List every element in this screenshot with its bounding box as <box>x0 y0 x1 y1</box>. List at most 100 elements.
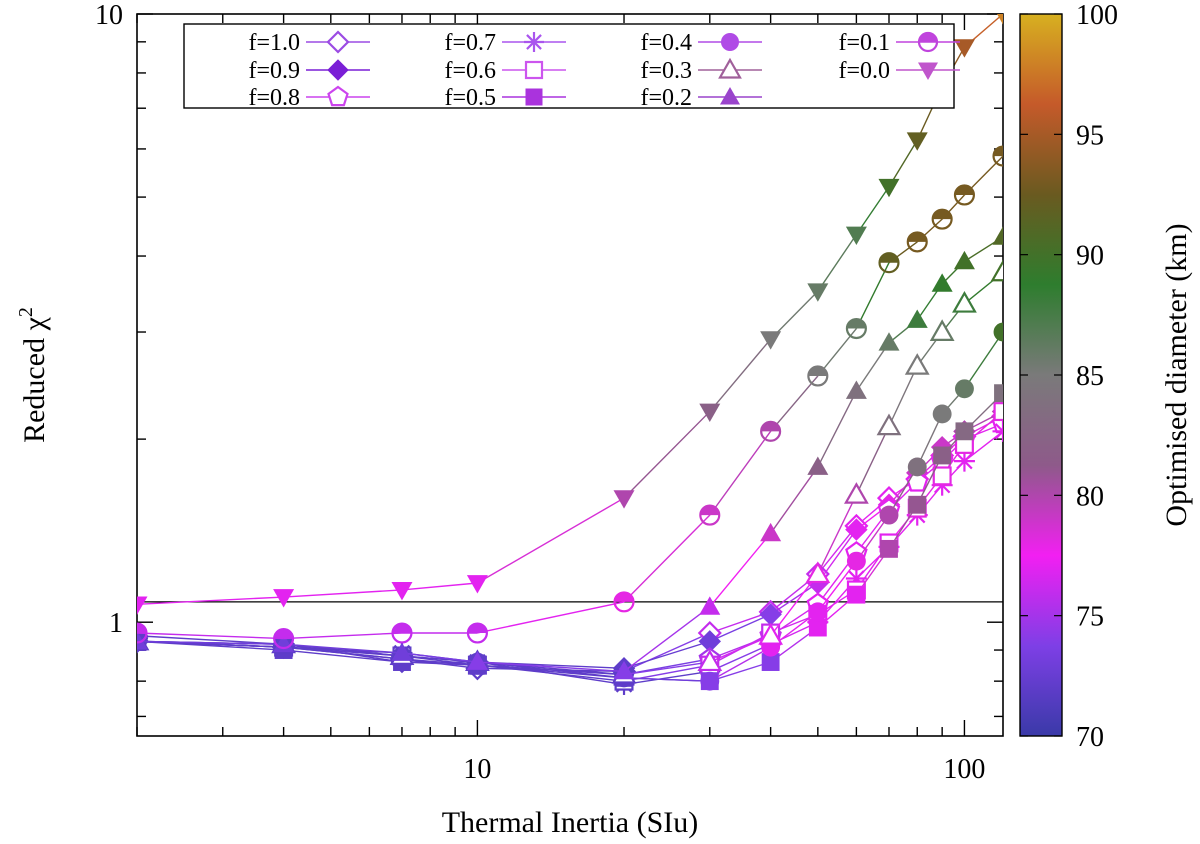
marker-star <box>524 32 544 52</box>
marker-circle-filled <box>954 379 974 399</box>
series-line-segment <box>770 375 819 432</box>
marker-star-stroke <box>994 429 1003 440</box>
marker-circle-half <box>699 504 721 526</box>
legend-label: f=0.7 <box>444 30 496 56</box>
marker-triangle-down-filled <box>918 62 938 80</box>
legend: f=1.0f=0.9f=0.8 f=0.7f=0.6f=0.5 f=0.4f=0.3… <box>183 23 960 111</box>
marker-pentagon-open <box>327 85 349 107</box>
marker-triangle-down-filled <box>906 132 928 151</box>
series-line-segment <box>477 497 625 584</box>
series-line-segment <box>709 635 771 663</box>
series-line-segment <box>770 582 819 615</box>
marker-triangle-open <box>843 482 869 504</box>
series-line-segment <box>623 640 710 669</box>
series-line-segment <box>137 640 284 651</box>
x-tick-labels: 10 100 <box>463 754 985 785</box>
marker-circle-half-top <box>137 623 147 633</box>
marker-triangle-open <box>904 353 930 375</box>
series-line-segment <box>817 494 858 575</box>
marker-triangle-open <box>805 561 831 584</box>
colorbar-tick-label: 90 <box>1076 241 1104 272</box>
x-tick-label: 100 <box>943 754 985 785</box>
colorbar-tick-label: 75 <box>1076 602 1104 633</box>
marker-circle-half <box>760 420 782 442</box>
marker-circle-half-ring <box>845 317 867 340</box>
series-line-segment <box>623 670 710 686</box>
marker-triangle-filled <box>845 380 867 399</box>
x-axis-label: Thermal Inertia (SIu) <box>442 806 699 839</box>
marker-triangle-open <box>952 290 977 313</box>
marker-triangle-down-filled <box>807 283 829 302</box>
marker-triangle-filled <box>906 309 928 328</box>
marker-circle-half <box>845 317 867 340</box>
series-line-segment <box>477 661 625 673</box>
marker-triangle-down-filled <box>997 14 1003 25</box>
marker-circle-half-ring <box>273 628 295 650</box>
marker-square-open <box>993 402 1003 422</box>
marker-circle-half-ring <box>906 231 928 253</box>
series-line-segment <box>283 589 403 598</box>
legend-label: f=0.5 <box>444 85 496 111</box>
marker-circle-half <box>906 231 928 253</box>
colorbar-tick-label: 85 <box>1076 361 1104 392</box>
y-tick-label: 1 <box>109 608 123 639</box>
marker-circle-half-ring <box>466 622 488 644</box>
legend-label: f=0.1 <box>838 30 890 56</box>
marker-circle-half-ring <box>699 504 721 526</box>
axis-ticks <box>136 13 1003 736</box>
marker-square-filled <box>847 585 866 604</box>
colorbar-ticks: 70 75 80 85 90 95 100 <box>1020 0 1118 753</box>
marker-circle-half-ring <box>878 252 900 274</box>
series-line-segment <box>855 342 890 392</box>
series-layer <box>137 14 1003 695</box>
marker-circle-filled <box>932 404 952 424</box>
marker-circle-half-ring <box>391 622 413 644</box>
marker-square-filled <box>955 422 974 441</box>
series-line-segment <box>137 635 284 645</box>
colorbar-tick-label: 80 <box>1076 481 1104 512</box>
series-line-segment <box>137 596 284 606</box>
marker-triangle-down-filled <box>137 596 148 615</box>
series-line-segment <box>709 643 771 673</box>
legend-label: f=1.0 <box>248 30 300 56</box>
marker-circle-filled <box>700 671 720 691</box>
y-axis-label-main: Reduced χ <box>18 316 51 442</box>
marker-circle-filled <box>721 33 739 51</box>
series-line-segment <box>855 262 890 329</box>
series-line-segment <box>477 601 625 634</box>
legend-label: f=0.4 <box>640 30 692 56</box>
marker-triangle-filled <box>391 642 413 661</box>
marker-circle-half <box>953 184 975 206</box>
marker-diamond-filled <box>327 59 349 81</box>
marker-triangle-open <box>990 259 1003 282</box>
y-axis-label: Reduced χ2 <box>15 307 51 443</box>
series-line-segment <box>137 640 284 645</box>
marker-square-open <box>524 60 544 80</box>
series-line-segment <box>283 632 403 640</box>
marker-circle-half-ring <box>992 145 1003 167</box>
series-line-segment <box>709 532 772 608</box>
series-line-segment <box>401 582 478 591</box>
marker-triangle-down-filled <box>391 582 413 601</box>
marker-circle-filled <box>907 457 927 477</box>
marker-square-filled <box>880 539 898 558</box>
marker-circle-half <box>391 622 413 644</box>
series-line-segment <box>709 613 771 643</box>
marker-triangle-open <box>718 57 742 79</box>
marker-circle-filled <box>993 322 1003 342</box>
colorbar-tick-label: 95 <box>1076 120 1104 151</box>
marker-triangle-down-filled <box>273 589 295 608</box>
marker-diamond-open <box>326 30 350 54</box>
marker-circle-filled <box>846 551 866 571</box>
series-f-0-1 <box>137 145 1003 650</box>
marker-triangle-open <box>876 413 902 436</box>
series-line-segment <box>916 413 943 468</box>
marker-square-filled <box>525 88 543 106</box>
marker-square-filled <box>933 446 952 465</box>
marker-circle-half <box>137 622 148 644</box>
marker-star-stroke <box>956 452 973 470</box>
marker-triangle-down-filled <box>699 403 721 423</box>
series-line-segment <box>770 290 819 340</box>
marker-square-open <box>932 466 952 486</box>
